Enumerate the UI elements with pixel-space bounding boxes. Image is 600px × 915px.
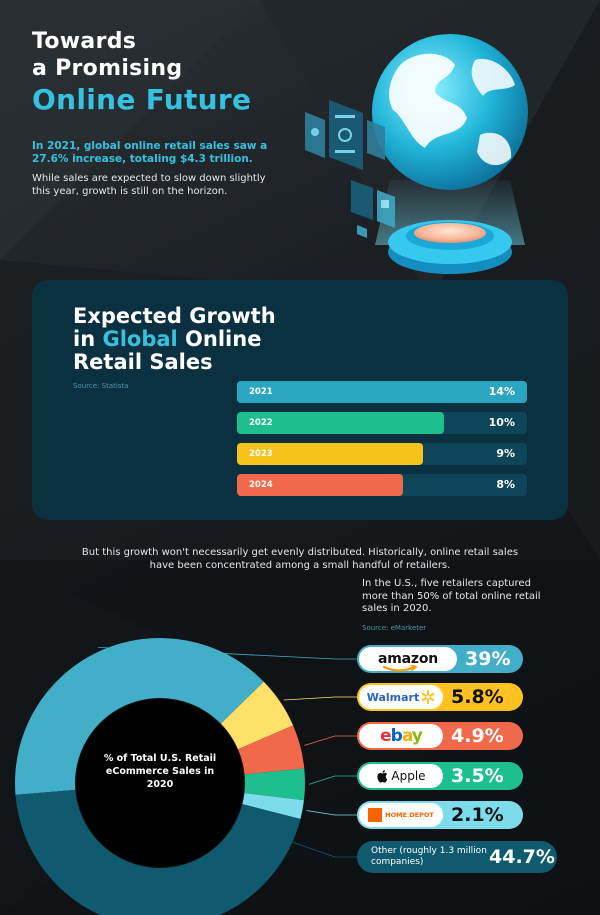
pill-apple: Apple 3.5%: [357, 762, 523, 790]
title-line-1: Towards: [32, 29, 137, 54]
ebay-letter: a: [401, 726, 413, 746]
ebay-wordmark: ebay: [380, 726, 423, 746]
title-part: in: [73, 327, 96, 351]
apple-text: Apple: [391, 769, 426, 783]
ebay-share: 4.9%: [451, 725, 504, 747]
amazon-share: 39%: [465, 648, 511, 670]
amazon-wordmark: amazon: [377, 651, 439, 672]
growth-bar-year: 2022: [249, 418, 273, 428]
sub-text: While sales are expected to slow down sl…: [32, 173, 266, 197]
walmart-share: 5.8%: [451, 686, 504, 708]
leader-line: [304, 735, 359, 746]
growth-bar: [237, 381, 527, 403]
title-part: Retail Sales: [73, 350, 213, 374]
apple-logo-icon: [377, 770, 388, 783]
pill-home-depot: HOME DEPOT 2.1%: [357, 801, 523, 829]
retail-share-donut: [14, 637, 359, 915]
pill-ebay: ebay 4.9%: [357, 722, 523, 750]
donut-hole: [76, 699, 244, 867]
lead-text: In 2021, global online retail sales saw …: [32, 140, 268, 165]
title-part: Online: [185, 327, 262, 351]
growth-source: Source: Statista: [73, 382, 129, 390]
walmart-wordmark: Walmart: [367, 690, 436, 704]
walmart-text: Walmart: [366, 690, 420, 704]
growth-bar-year: 2024: [249, 480, 273, 490]
growth-bar-value: 8%: [496, 478, 515, 491]
donut-slice: [14, 637, 264, 795]
growth-panel-title: Expected Growth in Global Online Retail …: [73, 305, 276, 374]
growth-bar: [237, 443, 424, 465]
title-line-3: Online Future: [32, 83, 252, 116]
ebay-letter: e: [380, 726, 391, 746]
walmart-spark-icon: [421, 690, 435, 704]
growth-bar-value: 14%: [488, 385, 515, 398]
leader-line: [274, 835, 359, 858]
growth-bar-year: 2023: [249, 449, 273, 459]
growth-bar: [237, 474, 403, 496]
us-source: Source: eMarketer: [362, 624, 427, 632]
growth-bar-value: 10%: [488, 416, 515, 429]
ebay-logo: ebay: [359, 724, 443, 748]
home-depot-icon: [368, 808, 383, 822]
home-depot-share: 2.1%: [451, 804, 504, 826]
middle-text: But this growth won't necessarily get ev…: [81, 547, 519, 571]
apple-share: 3.5%: [451, 765, 504, 787]
donut-label: % of Total U.S. Retail eCommerce Sales i…: [103, 753, 217, 790]
home-depot-logo: HOME DEPOT: [359, 803, 443, 827]
pill-walmart: Walmart 5.8%: [357, 683, 523, 711]
us-text: In the U.S., five retailers captured mor…: [362, 578, 541, 614]
page-title: Towards a Promising Online Future: [32, 28, 251, 117]
donut-slice: [238, 725, 305, 775]
title-part: Expected Growth: [73, 304, 276, 328]
amazon-text: amazon: [377, 651, 439, 667]
ebay-letter: b: [390, 726, 403, 746]
growth-bar-year: 2021: [249, 387, 273, 397]
ebay-letter: y: [411, 726, 423, 746]
leader-line: [306, 810, 359, 816]
donut-slice: [15, 789, 301, 915]
growth-bar: [237, 412, 445, 434]
title-line-2: a Promising: [32, 56, 183, 81]
leader-line: [98, 646, 359, 660]
donut-slice: [220, 681, 294, 750]
leader-line: [308, 775, 359, 785]
other-share: 44.7%: [489, 846, 555, 868]
other-label: Other (roughly 1.3 million companies): [371, 846, 487, 867]
walmart-logo: Walmart: [359, 685, 443, 709]
donut-slice: [242, 793, 304, 820]
growth-bar-track: 2024 8%: [237, 474, 527, 496]
pill-other: Other (roughly 1.3 million companies) 44…: [357, 841, 557, 873]
title-highlight: Global: [102, 327, 178, 351]
growth-bar-value: 9%: [496, 447, 515, 460]
amazon-smile-icon: [382, 665, 418, 672]
growth-bar-track: 2022 10%: [237, 412, 527, 434]
leader-line: [283, 696, 359, 701]
donut-slice: [244, 768, 305, 801]
amazon-logo: amazon: [359, 647, 457, 672]
apple-wordmark: Apple: [376, 769, 426, 783]
apple-logo: Apple: [359, 764, 443, 788]
globe-illustration: [305, 34, 528, 274]
growth-bar-track: 2021 14%: [237, 381, 527, 403]
home-depot-text: HOME DEPOT: [385, 811, 434, 819]
pill-amazon: amazon 39%: [357, 645, 523, 673]
growth-bar-track: 2023 9%: [237, 443, 527, 465]
